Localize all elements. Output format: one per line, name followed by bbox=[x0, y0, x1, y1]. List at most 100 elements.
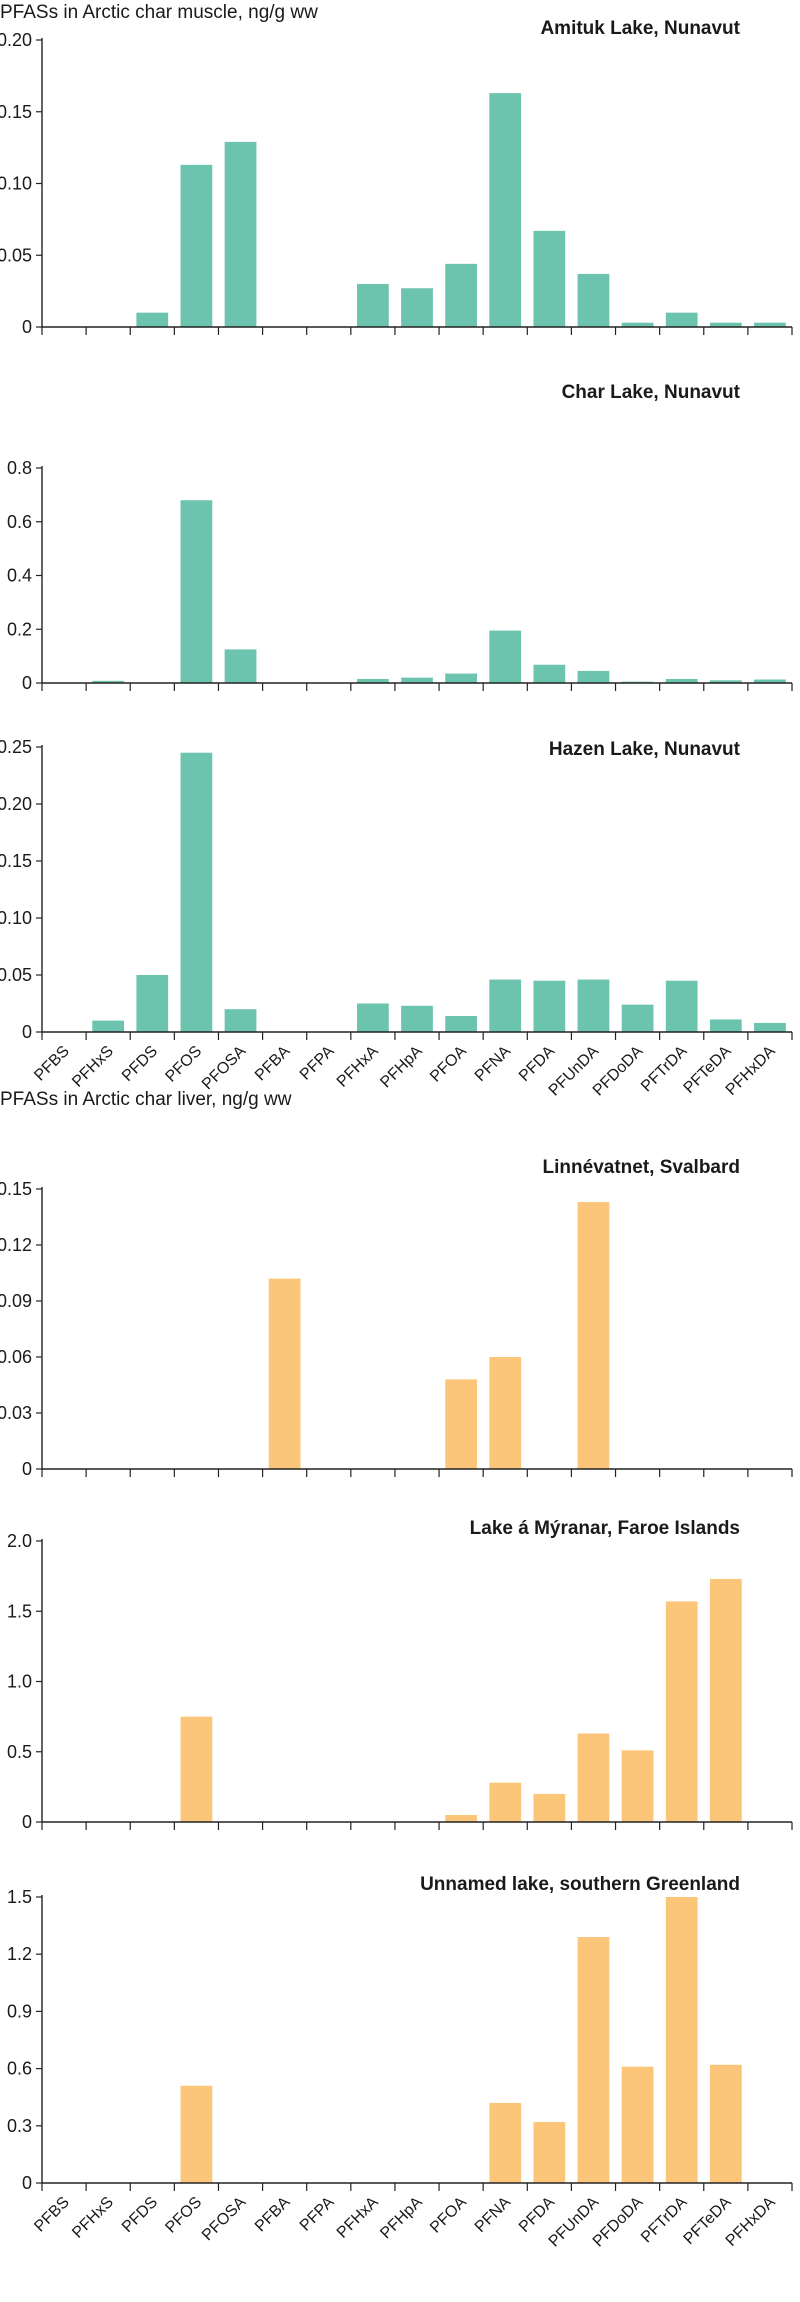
bar: PFNA: 0.06 bbox=[489, 1357, 521, 1469]
y-tick-label: 1.5 bbox=[7, 1601, 32, 1621]
x-tick-label: PFOS bbox=[162, 2194, 205, 2237]
bar: PFTrDA: 0.045 bbox=[666, 981, 698, 1032]
bar: PFOSA: 0.129 bbox=[225, 142, 257, 327]
y-tick-label: 1.0 bbox=[7, 1672, 32, 1692]
bar: PFTeDA: 0.62 bbox=[710, 2065, 742, 2183]
y-tick-label: 0 bbox=[22, 1812, 32, 1832]
y-tick-label: 0.06 bbox=[0, 1347, 32, 1367]
bar: PFHpA: 0.02 bbox=[401, 678, 433, 683]
bar: PFDS: 0.05 bbox=[136, 975, 168, 1032]
x-tick-label: PFOS bbox=[162, 1043, 205, 1086]
bar: PFTeDA: 0.011 bbox=[710, 1019, 742, 1032]
y-tick-label: 0.09 bbox=[0, 1291, 32, 1311]
y-tick-label: 0.12 bbox=[0, 1235, 32, 1255]
bar: PFOS: 0.68 bbox=[181, 500, 213, 683]
y-tick-label: 0.6 bbox=[7, 2059, 32, 2079]
y-tick-label: 0.8 bbox=[7, 458, 32, 478]
panel-title: Unnamed lake, southern Greenland bbox=[420, 1874, 740, 1895]
bar: PFNA: 0.28 bbox=[489, 1783, 521, 1822]
bar: PFTeDA: 1.73 bbox=[710, 1579, 742, 1822]
y-tick-label: 1.2 bbox=[7, 1944, 32, 1964]
bar: PFHxA: 0.025 bbox=[357, 1004, 389, 1033]
x-tick-label: PFBS bbox=[31, 2194, 73, 2236]
bar: PFDA: 0.067 bbox=[533, 231, 565, 327]
x-tick-label: PFHxS bbox=[69, 1043, 117, 1091]
y-tick-label: 0.6 bbox=[7, 512, 32, 532]
x-tick-label: PFOA bbox=[427, 2194, 470, 2237]
bar: PFOS: 0.113 bbox=[181, 165, 213, 327]
y-tick-label: 0.10 bbox=[0, 174, 32, 194]
chart-panel: Unnamed lake, southern Greenland00.30.60… bbox=[7, 1874, 792, 2250]
y-tick-label: 0.05 bbox=[0, 245, 32, 265]
bar: PFUnDA: 0.63 bbox=[578, 1733, 610, 1822]
y-tick-label: 2.0 bbox=[7, 1531, 32, 1551]
chart-panel: Amituk Lake, Nunavut 0 0.05 0.10 0.15 0.20 PFD… bbox=[0, 18, 792, 337]
chart-panel: Linnévatnet, Svalbard00.030.060.090.120.… bbox=[0, 1157, 792, 1479]
x-tick-label: PFHpA bbox=[377, 2194, 426, 2243]
bar: PFUnDA: 0.046 bbox=[578, 980, 610, 1032]
x-tick-label: PFPA bbox=[297, 1043, 338, 1084]
x-tick-label: PFBA bbox=[252, 1043, 294, 1085]
panel-title: Lake á Mýranar, Faroe Islands bbox=[470, 1518, 740, 1539]
x-tick-label: PFPA bbox=[297, 2194, 338, 2235]
bar: PFUnDA: 0.143 bbox=[578, 1202, 610, 1469]
x-tick-label: PFHxA bbox=[334, 1043, 382, 1091]
y-tick-label: 0.15 bbox=[0, 1179, 32, 1199]
bar: PFDA: 0.2 bbox=[533, 1794, 565, 1822]
bar: PFDA: 0.32 bbox=[533, 2122, 565, 2183]
x-tick-label: PFHxA bbox=[334, 2194, 382, 2242]
bar: PFHxS: 0.01 bbox=[92, 1021, 124, 1032]
y-tick-label: 0.5 bbox=[7, 1742, 32, 1762]
x-tick-label: PFOA bbox=[427, 1043, 470, 1086]
bar: PFOA: 0.044 bbox=[445, 264, 477, 327]
x-tick-label: PFHxDA bbox=[723, 2194, 779, 2250]
bar: PFOSA: 0.125 bbox=[225, 649, 257, 683]
x-tick-label: PFDS bbox=[119, 2194, 161, 2236]
bar: PFOA: 0.048 bbox=[445, 1379, 477, 1469]
y-tick-label: 0.3 bbox=[7, 2116, 32, 2136]
y-tick-label: 0.15 bbox=[0, 102, 32, 122]
y-tick-label: 0.15 bbox=[0, 851, 32, 871]
x-tick-label: PFBA bbox=[252, 2194, 294, 2236]
bar: PFDoDA: 0.61 bbox=[622, 2067, 654, 2183]
chart-panel: Lake á Mýranar, Faroe Islands 0 0.5 1.0 1.5 2… bbox=[7, 1518, 792, 1832]
muscle-section-title: PFASs in Arctic char muscle, ng/g ww bbox=[0, 2, 318, 23]
x-tick-label: PFBS bbox=[31, 1043, 73, 1085]
y-tick-label: 0.20 bbox=[0, 30, 32, 50]
bar: PFHxDA: 0.008 bbox=[754, 1023, 786, 1032]
x-tick-label: PFHxS bbox=[69, 2194, 117, 2242]
y-tick-label: 0 bbox=[22, 1459, 32, 1479]
y-tick-label: 0.4 bbox=[7, 566, 32, 586]
y-tick-label: 0.05 bbox=[0, 965, 32, 985]
bar: PFOSA: 0.02 bbox=[225, 1009, 257, 1032]
y-tick-label: 0.20 bbox=[0, 794, 32, 814]
bar: PFHpA: 0.023 bbox=[401, 1006, 433, 1032]
bar: PFUnDA: 0.037 bbox=[578, 274, 610, 327]
y-tick-label: 0.9 bbox=[7, 2001, 32, 2021]
chart-panel: Hazen Lake, Nunavut 0 0.05 0.10 0.15 0.20 0.25… bbox=[0, 737, 792, 1099]
bar: PFOS: 0.75 bbox=[181, 1717, 213, 1822]
x-tick-label: PFHxDA bbox=[723, 1043, 779, 1099]
panel-title: Linnévatnet, Svalbard bbox=[543, 1157, 740, 1178]
panel-title: Amituk Lake, Nunavut bbox=[540, 18, 740, 39]
bar: PFUnDA: 0.045 bbox=[578, 671, 610, 683]
x-tick-label: PFOSA bbox=[199, 2194, 250, 2245]
x-tick-label: PFOSA bbox=[199, 1043, 250, 1094]
bar: PFDA: 0.068 bbox=[533, 665, 565, 683]
y-tick-label: 0 bbox=[22, 673, 32, 693]
y-tick-label: 0 bbox=[22, 1022, 32, 1042]
x-tick-label: PFNA bbox=[472, 2194, 514, 2236]
liver-section-title: PFASs in Arctic char liver, ng/g ww bbox=[0, 1089, 292, 1110]
chart-panels: Amituk Lake, Nunavut 0 0.05 0.10 0.15 0.20 PFD… bbox=[0, 18, 792, 2250]
bar: PFDoDA: 0.024 bbox=[622, 1005, 654, 1032]
bar: PFHxA: 0.03 bbox=[357, 284, 389, 327]
bar: PFNA: 0.163 bbox=[489, 93, 521, 327]
bar: PFHpA: 0.027 bbox=[401, 288, 433, 327]
bar: PFOA: 0.014 bbox=[445, 1016, 477, 1032]
bar: PFOA: 0.035 bbox=[445, 674, 477, 683]
x-tick-label: PFHpA bbox=[377, 1043, 426, 1092]
x-tick-label: PFNA bbox=[472, 1043, 514, 1085]
bar: PFNA: 0.046 bbox=[489, 980, 521, 1032]
chart-panel: Char Lake, Nunavut00.20.40.60.8PFHxS: 0.… bbox=[7, 382, 792, 693]
